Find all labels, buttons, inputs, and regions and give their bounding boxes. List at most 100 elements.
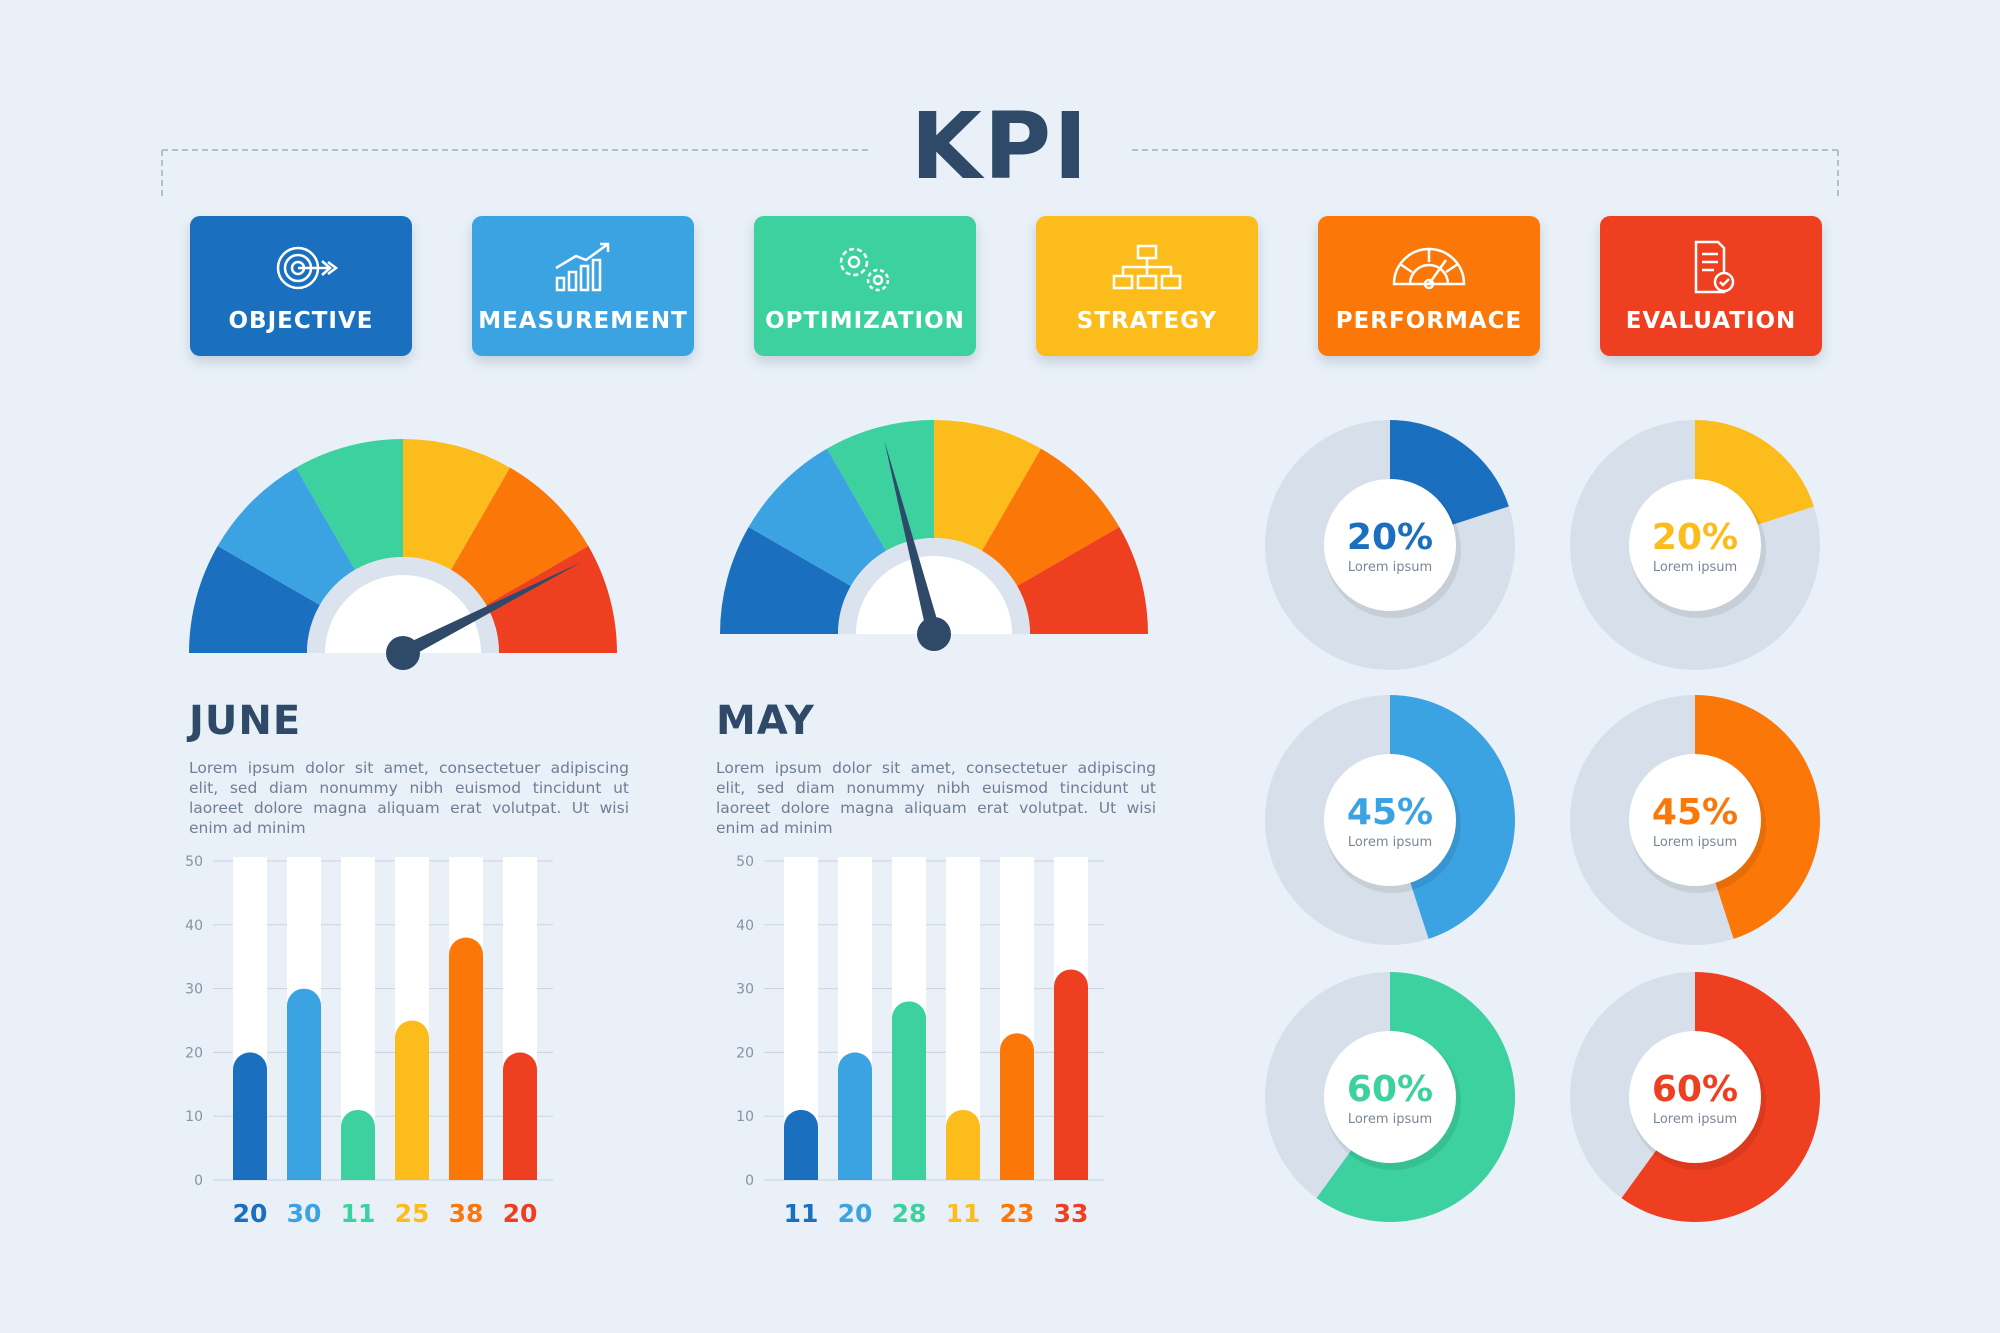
card-label: MEASUREMENT — [478, 308, 688, 334]
month-title-may: MAY — [716, 698, 815, 744]
may-gauge-segment — [1017, 527, 1148, 634]
june-chart-value-label: 38 — [449, 1199, 484, 1228]
donut-sub-label: Lorem ipsum — [1348, 835, 1432, 850]
donut-sub-label: Lorem ipsum — [1348, 560, 1432, 575]
donut-center — [1629, 754, 1761, 886]
speedometer-icon — [1392, 247, 1466, 290]
june-gauge-segment — [486, 546, 617, 653]
may-chart-value-label: 28 — [892, 1199, 927, 1228]
card-optimization: OPTIMIZATION — [754, 216, 976, 356]
donut-percent-label: 45% — [1652, 792, 1738, 833]
may-chart-value-label: 33 — [1054, 1199, 1089, 1228]
card-label: OPTIMIZATION — [765, 308, 965, 334]
may-chart-ytick-label: 30 — [736, 982, 754, 998]
june-gauge-segment — [403, 439, 510, 570]
page-title: KPI — [910, 93, 1090, 200]
may-gauge-needle — [884, 440, 941, 636]
june-chart-ytick-label: 50 — [185, 854, 203, 870]
june-chart-ytick-label: 10 — [185, 1109, 203, 1125]
may-gauge-needle-hub — [917, 617, 951, 651]
gears-icon — [839, 247, 890, 292]
donut-sub-label: Lorem ipsum — [1653, 560, 1737, 575]
may-chart-bar — [1054, 969, 1088, 1180]
may-gauge-segment — [827, 420, 934, 551]
title-bracket-right — [1132, 149, 1838, 151]
may-chart-ytick-label: 50 — [736, 854, 754, 870]
june-gauge-segment — [189, 546, 320, 653]
donut-center — [1324, 479, 1456, 611]
description-may: Lorem ipsum dolor sit amet, consectetuer… — [716, 759, 1156, 837]
june-chart-bar — [287, 988, 321, 1180]
card-label: PERFORMACE — [1335, 308, 1523, 334]
card-label: STRATEGY — [1076, 308, 1218, 334]
june-chart-bar — [503, 1052, 537, 1180]
june-gauge-segment — [217, 467, 355, 605]
may-gauge-segment — [719, 527, 851, 634]
may-chart-value-label: 11 — [784, 1199, 819, 1228]
donut-center — [1629, 1031, 1761, 1163]
june-chart-value-label: 25 — [395, 1199, 430, 1228]
donut-percent-label: 60% — [1347, 1069, 1433, 1110]
card-strategy: STRATEGY — [1036, 216, 1258, 356]
june-chart-bar — [341, 1109, 375, 1180]
document-check-icon — [1694, 240, 1735, 294]
donut-percent-label: 20% — [1652, 517, 1738, 558]
card-performace: PERFORMACE — [1318, 216, 1540, 356]
title-bracket-left-end — [161, 150, 163, 196]
june-gauge-needle — [399, 562, 582, 660]
donut-sub-label: Lorem ipsum — [1653, 1112, 1737, 1127]
june-gauge-needle-hub — [386, 636, 420, 670]
card-objective: OBJECTIVE — [190, 216, 412, 356]
donut-percent-label: 60% — [1652, 1069, 1738, 1110]
june-chart-bar — [395, 1020, 429, 1180]
donut-percent-label: 20% — [1347, 517, 1433, 558]
june-chart-ytick-label: 20 — [185, 1045, 203, 1061]
june-chart-ytick-label: 0 — [194, 1173, 203, 1189]
may-gauge-inner-face — [856, 556, 1012, 634]
may-chart-ytick-label: 10 — [736, 1109, 754, 1125]
may-gauge-segment — [934, 420, 1041, 551]
donut-center — [1324, 1031, 1456, 1163]
card-evaluation: EVALUATION — [1600, 216, 1822, 356]
june-chart-ytick-label: 40 — [185, 918, 203, 934]
growth-chart-icon — [555, 242, 610, 292]
may-chart-bar — [892, 1001, 926, 1180]
may-chart-ytick-label: 40 — [736, 918, 754, 934]
may-gauge-segment — [748, 448, 886, 586]
description-june: Lorem ipsum dolor sit amet, consectetuer… — [189, 759, 629, 837]
donut-sub-label: Lorem ipsum — [1653, 835, 1737, 850]
title-bracket-left — [162, 149, 868, 151]
june-chart-value-label: 30 — [287, 1199, 322, 1228]
june-chart-bar — [449, 937, 483, 1180]
title-bracket-right-end — [1837, 150, 1839, 196]
donut-sub-label: Lorem ipsum — [1348, 1112, 1432, 1127]
may-chart-bar — [838, 1052, 872, 1180]
may-chart-value-label: 23 — [1000, 1199, 1035, 1228]
target-icon — [276, 246, 339, 290]
may-chart-bar — [1000, 1033, 1034, 1180]
may-chart-value-label: 11 — [946, 1199, 981, 1228]
card-label: OBJECTIVE — [228, 308, 374, 334]
may-chart-bar — [946, 1109, 980, 1180]
donut-percent-label: 45% — [1347, 792, 1433, 833]
june-chart-value-label: 20 — [503, 1199, 538, 1228]
may-chart-value-label: 20 — [838, 1199, 873, 1228]
june-chart-value-label: 11 — [341, 1199, 376, 1228]
may-chart-ytick-label: 20 — [736, 1045, 754, 1061]
may-gauge-segment — [982, 448, 1120, 586]
donut-center — [1629, 479, 1761, 611]
june-chart-ytick-label: 30 — [185, 982, 203, 998]
card-label: EVALUATION — [1625, 308, 1797, 334]
card-measurement: MEASUREMENT — [472, 216, 694, 356]
june-chart-bar — [233, 1052, 267, 1180]
may-chart-bar — [784, 1109, 818, 1180]
may-chart-ytick-label: 0 — [745, 1173, 754, 1189]
june-gauge-segment — [451, 467, 589, 605]
june-gauge-segment — [296, 439, 403, 570]
donut-center — [1324, 754, 1456, 886]
month-title-june: JUNE — [189, 698, 302, 744]
flowchart-icon — [1112, 244, 1182, 290]
june-chart-value-label: 20 — [233, 1199, 268, 1228]
